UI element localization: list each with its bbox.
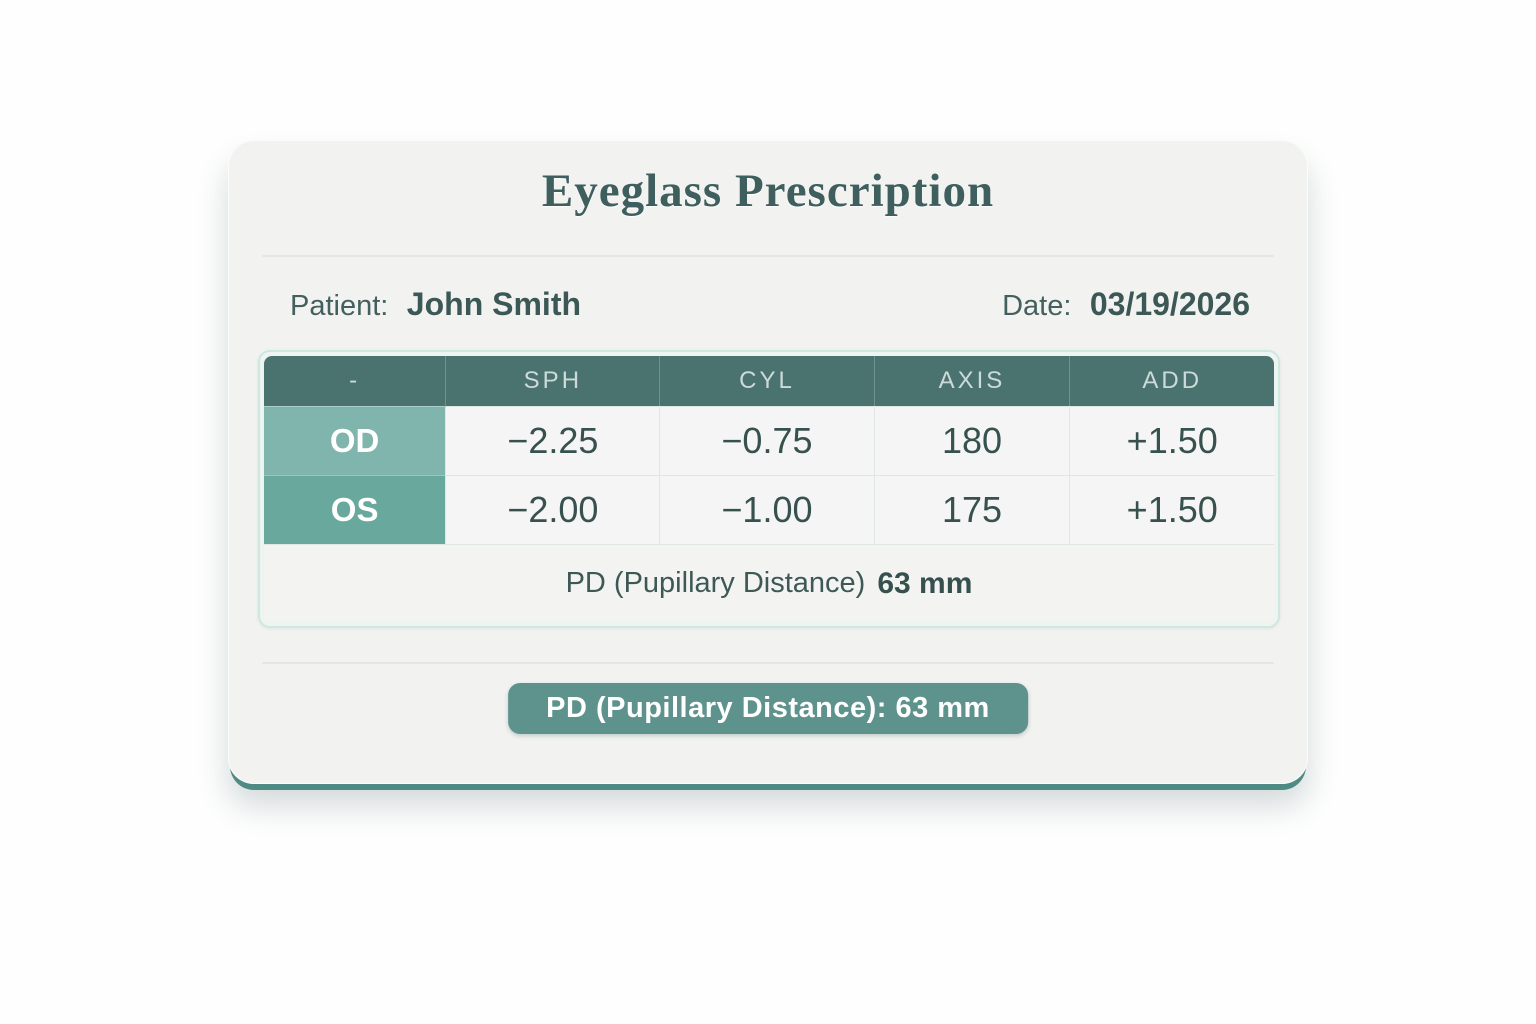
col-header-cyl: CYL (659, 356, 875, 406)
cell-od-axis: 180 (873, 405, 1070, 475)
date-value: 03/19/2026 (1089, 286, 1250, 322)
cell-od-add: +1.50 (1069, 405, 1274, 475)
pd-badge-button[interactable]: PD (Pupillary Distance): 63 mm (508, 683, 1028, 734)
title-divider (262, 255, 1274, 257)
page-title: Eyeglass Prescription (541, 165, 995, 217)
col-header-sph: SPH (445, 356, 660, 406)
date-field: Date: 03/19/2026 (1002, 286, 1250, 323)
cell-os-add: +1.50 (1069, 474, 1274, 544)
prescription-card: Eyeglass Prescription Patient: John Smit… (228, 140, 1308, 784)
pd-value: 63 mm (877, 566, 973, 600)
patient-field: Patient: John Smith (290, 286, 581, 323)
col-header-axis: AXIS (873, 356, 1070, 406)
rx-table: - SPH CYL AXIS ADD OD −2.25 −0.75 180 +1… (264, 356, 1274, 544)
prescription-table: - SPH CYL AXIS ADD OD −2.25 −0.75 180 +1… (258, 350, 1280, 628)
col-header-eye: - (264, 356, 446, 406)
cell-od-sph: −2.25 (445, 405, 660, 475)
patient-name: John Smith (406, 286, 582, 322)
patient-label: Patient: (290, 290, 389, 322)
eye-label-od: OD (264, 405, 446, 475)
cell-os-axis: 175 (873, 474, 1070, 544)
col-header-add: ADD (1069, 356, 1274, 406)
table-row-od: OD −2.25 −0.75 180 +1.50 (264, 405, 1274, 475)
pd-label: PD (Pupillary Distance) (565, 567, 866, 599)
cell-od-cyl: −0.75 (659, 405, 875, 475)
footer-divider (262, 662, 1274, 664)
eye-label-os: OS (264, 474, 446, 544)
pd-table-row: PD (Pupillary Distance) 63 mm (264, 544, 1274, 622)
cell-os-sph: −2.00 (445, 474, 660, 544)
header-row: - SPH CYL AXIS ADD (264, 356, 1274, 406)
table-row-os: OS −2.00 −1.00 175 +1.50 (264, 474, 1274, 544)
cell-os-cyl: −1.00 (659, 474, 875, 544)
date-label: Date: (1002, 290, 1072, 322)
meta-row: Patient: John Smith Date: 03/19/2026 (290, 286, 1250, 323)
